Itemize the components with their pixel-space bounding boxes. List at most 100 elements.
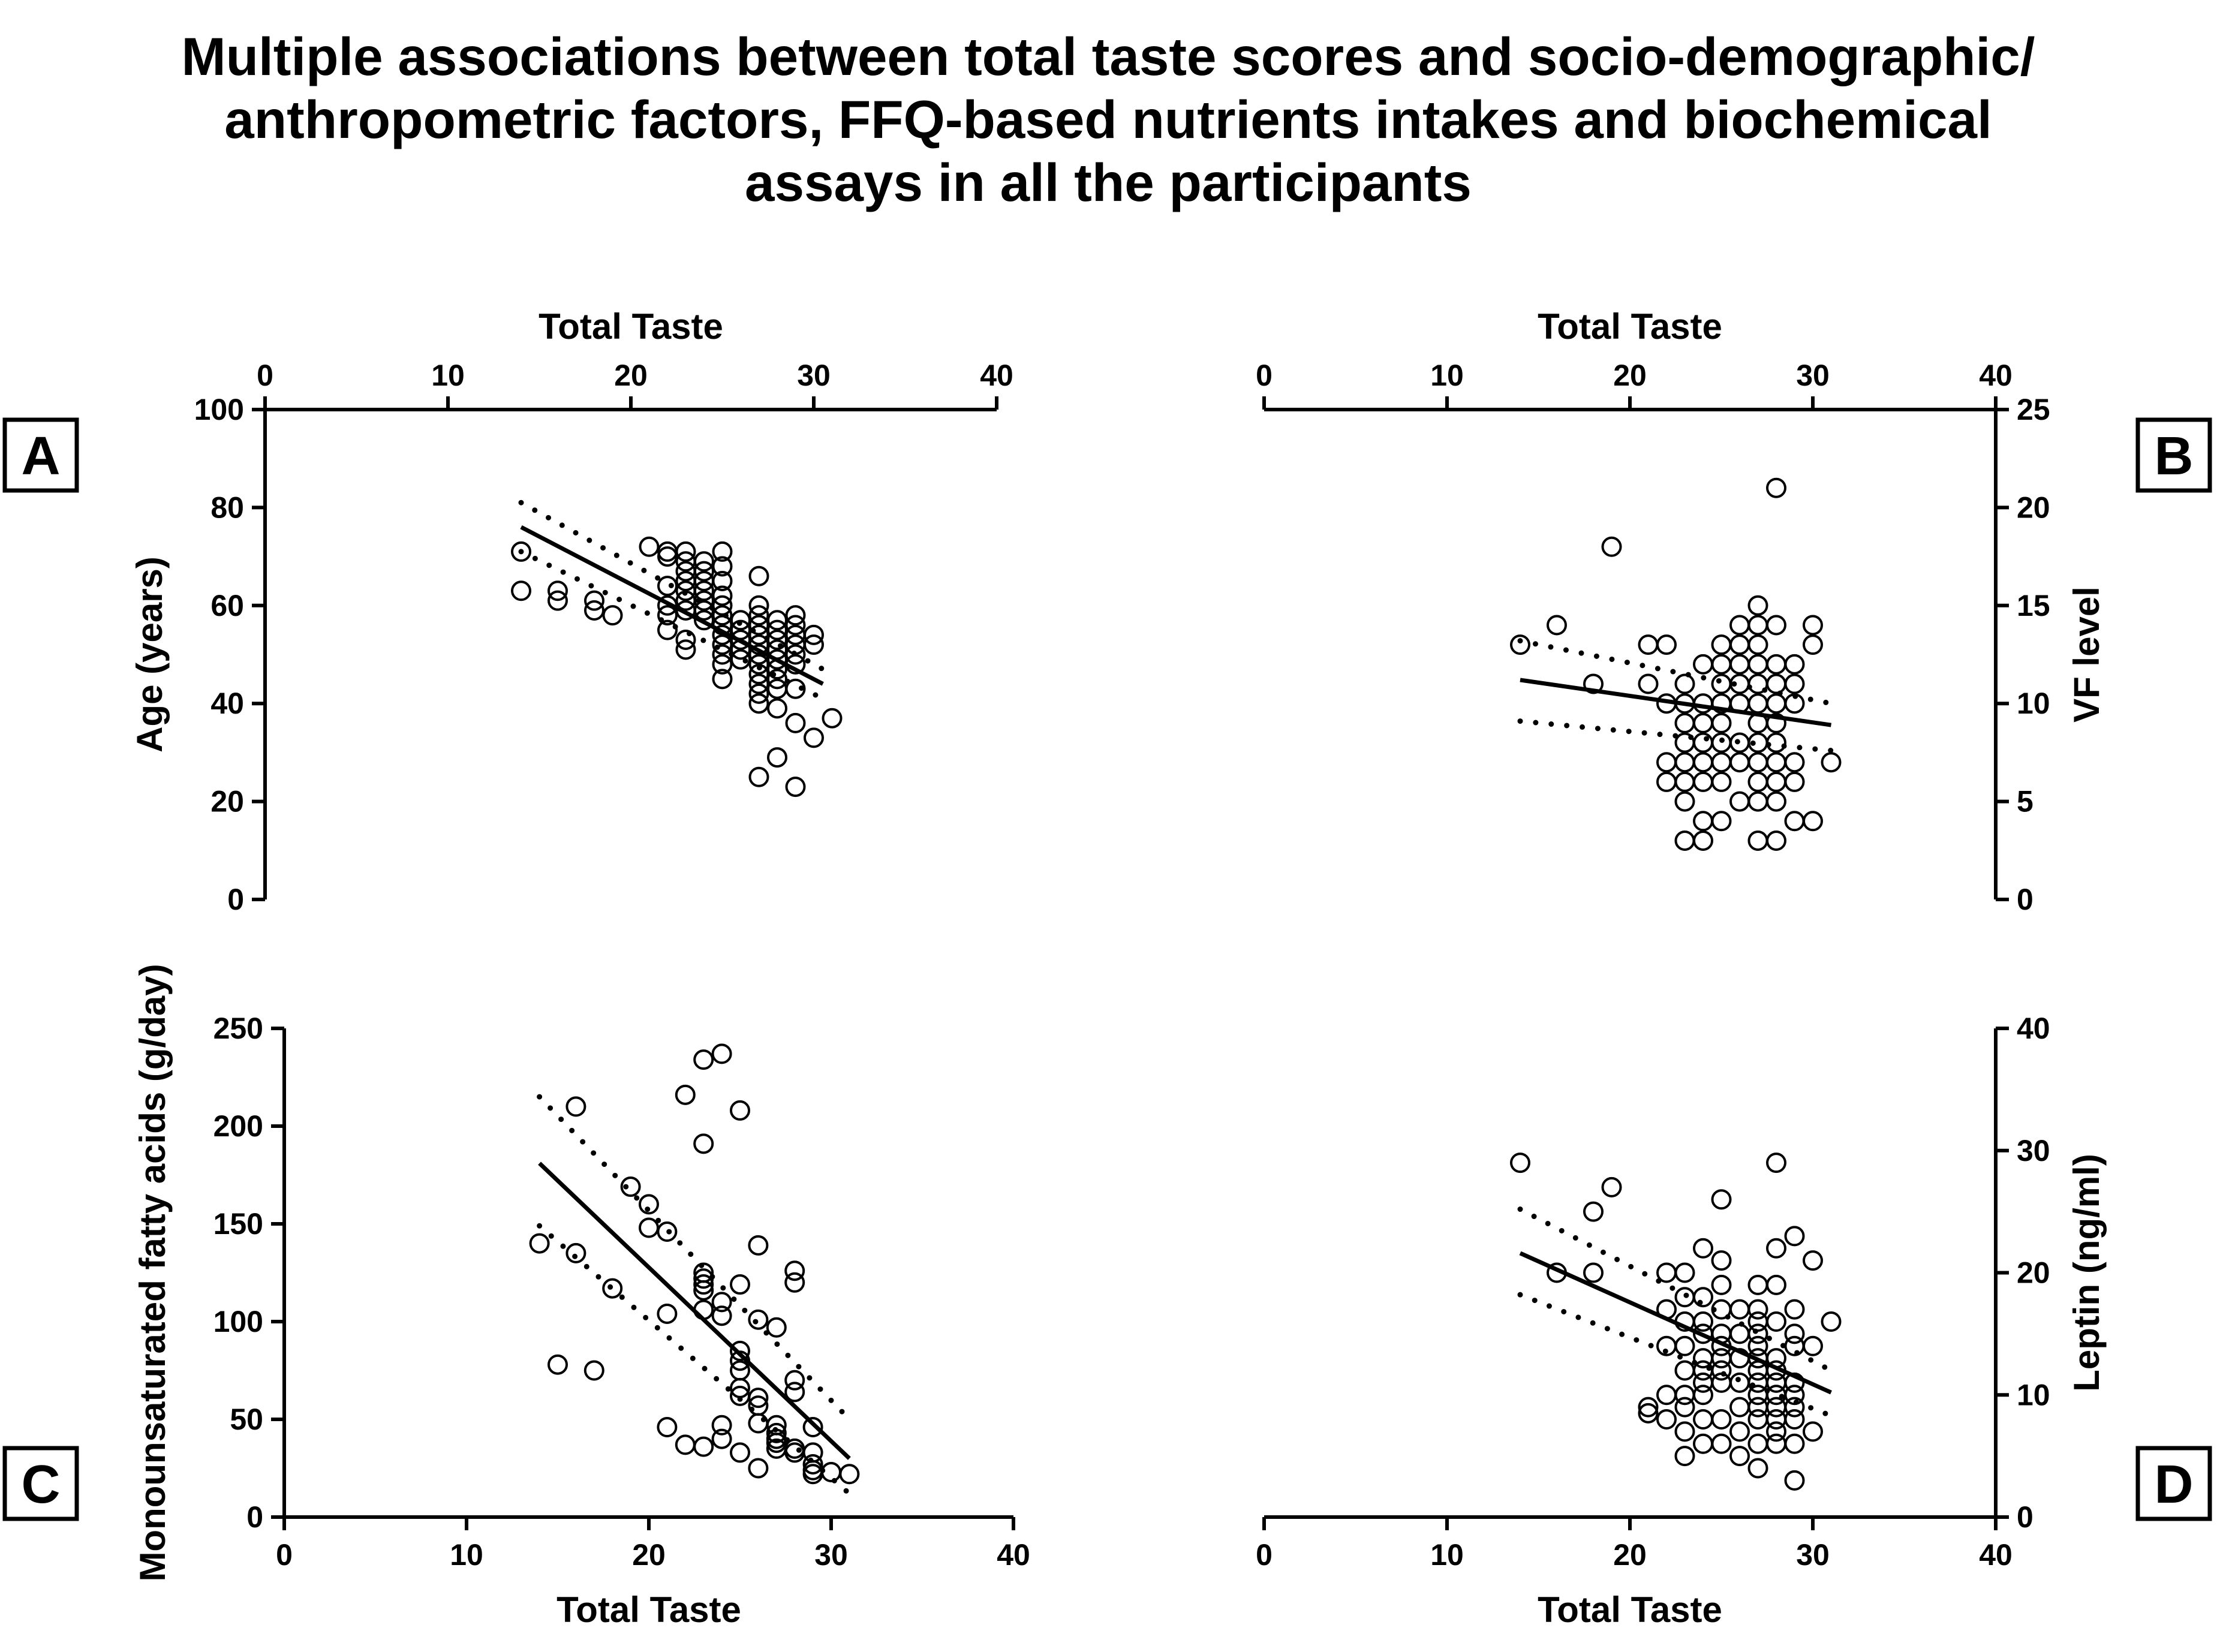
data-point (748, 693, 769, 714)
data-point (1803, 615, 1823, 636)
data-point (767, 610, 787, 631)
data-point (1693, 1385, 1713, 1406)
ci-upper-line (518, 499, 826, 672)
x-tick-label: 0 (1256, 1538, 1273, 1572)
data-point (657, 546, 678, 567)
ci-lower-line (1517, 718, 1834, 754)
data-point (785, 712, 806, 733)
y-tick-label: 15 (2017, 589, 2050, 622)
y-tick-label: 20 (210, 785, 244, 819)
data-point (712, 595, 733, 616)
data-point (1784, 1299, 1805, 1320)
data-point (1638, 1397, 1659, 1418)
x-tick-label: 0 (257, 359, 273, 392)
data-point (1711, 1274, 1732, 1295)
y-axis-label: Monounsaturated fatty acids (g/day) (133, 964, 173, 1581)
x-tick-label: 0 (1256, 359, 1273, 392)
data-point (767, 649, 787, 670)
data-point (804, 634, 824, 655)
data-point (712, 654, 733, 675)
panel-c: 0 10 20 30 40 Total Taste 0 50 100 150 200 250 Monou… (2, 964, 1030, 1630)
data-point (1747, 634, 1768, 655)
panel-label-box (2135, 1446, 2212, 1521)
panel-label: A (22, 426, 61, 486)
data-point (1674, 1335, 1695, 1356)
data-point (657, 605, 678, 626)
data-point (1674, 791, 1695, 812)
x-tick-label: 20 (1613, 359, 1647, 392)
data-point (511, 541, 531, 562)
data-point (748, 1235, 769, 1256)
y-tick-label: 0 (227, 883, 244, 916)
y-tick-label: 60 (210, 589, 244, 622)
data-point (675, 629, 696, 650)
y-tick-label: 10 (2017, 687, 2050, 720)
data-point (1601, 1176, 1622, 1197)
data-point (693, 1280, 714, 1301)
data-point (711, 1415, 732, 1436)
data-point (1784, 1397, 1805, 1418)
data-point (565, 1096, 586, 1117)
data-point (784, 1260, 805, 1281)
data-point (657, 576, 678, 597)
data-point (748, 673, 769, 694)
x-axis-label: Total Taste (1538, 1590, 1722, 1630)
data-point (748, 654, 769, 675)
data-point (804, 624, 824, 645)
data-point (1784, 771, 1805, 792)
data-point (1674, 1262, 1695, 1283)
y-tick-label: 5 (2017, 785, 2033, 819)
regression-line (1520, 678, 1832, 727)
x-tick-label: 10 (431, 359, 465, 392)
x-tick-label: 30 (797, 359, 831, 392)
data-point (748, 605, 769, 626)
y-tick-label: 0 (2017, 883, 2033, 916)
data-point (784, 1272, 805, 1293)
data-point (1784, 1226, 1805, 1247)
data-point (1784, 1433, 1805, 1454)
data-point (784, 1382, 805, 1403)
data-point (748, 1458, 769, 1479)
data-point (766, 1433, 787, 1454)
data-point (693, 1049, 714, 1070)
data-point (1583, 673, 1604, 694)
data-point (1638, 1403, 1659, 1424)
panel-d: 0 10 20 30 40 Total Taste 0 10 20 30 40 Leptin (ng/… (1256, 1012, 2212, 1630)
data-point (1803, 1335, 1823, 1356)
figure-title-line-1: Multiple associations between total tast… (181, 26, 2035, 86)
data-point (1784, 1323, 1805, 1344)
data-point (1583, 1262, 1604, 1283)
data-point (639, 1194, 659, 1215)
data-point (548, 1354, 568, 1375)
ci-upper-line (1517, 638, 1834, 706)
data-point (620, 1176, 641, 1197)
data-point (730, 1442, 750, 1463)
panel-label: D (2155, 1455, 2194, 1515)
data-point (1638, 673, 1659, 694)
data-point (584, 590, 604, 611)
data-point (767, 619, 787, 640)
data-point (802, 1454, 823, 1475)
data-point (1693, 1287, 1713, 1308)
data-point (1766, 791, 1786, 812)
data-point (694, 580, 714, 601)
data-point (1766, 1238, 1786, 1259)
x-tick-label: 0 (276, 1538, 293, 1572)
y-tick-label: 0 (246, 1500, 263, 1534)
data-point (711, 1428, 732, 1449)
figure-title: Multiple associations between total tast… (181, 26, 2035, 212)
data-point (583, 1360, 604, 1381)
data-point (548, 590, 568, 611)
x-tick-label: 20 (632, 1538, 666, 1572)
data-point (1674, 1446, 1695, 1467)
data-point (602, 1278, 623, 1299)
data-point (1693, 1311, 1713, 1332)
data-point (748, 595, 769, 616)
data-point (712, 570, 733, 591)
data-point (1766, 1311, 1786, 1332)
data-point (1766, 1421, 1786, 1442)
y-tick-label: 100 (213, 1305, 263, 1338)
y-tick-label: 100 (194, 393, 244, 426)
